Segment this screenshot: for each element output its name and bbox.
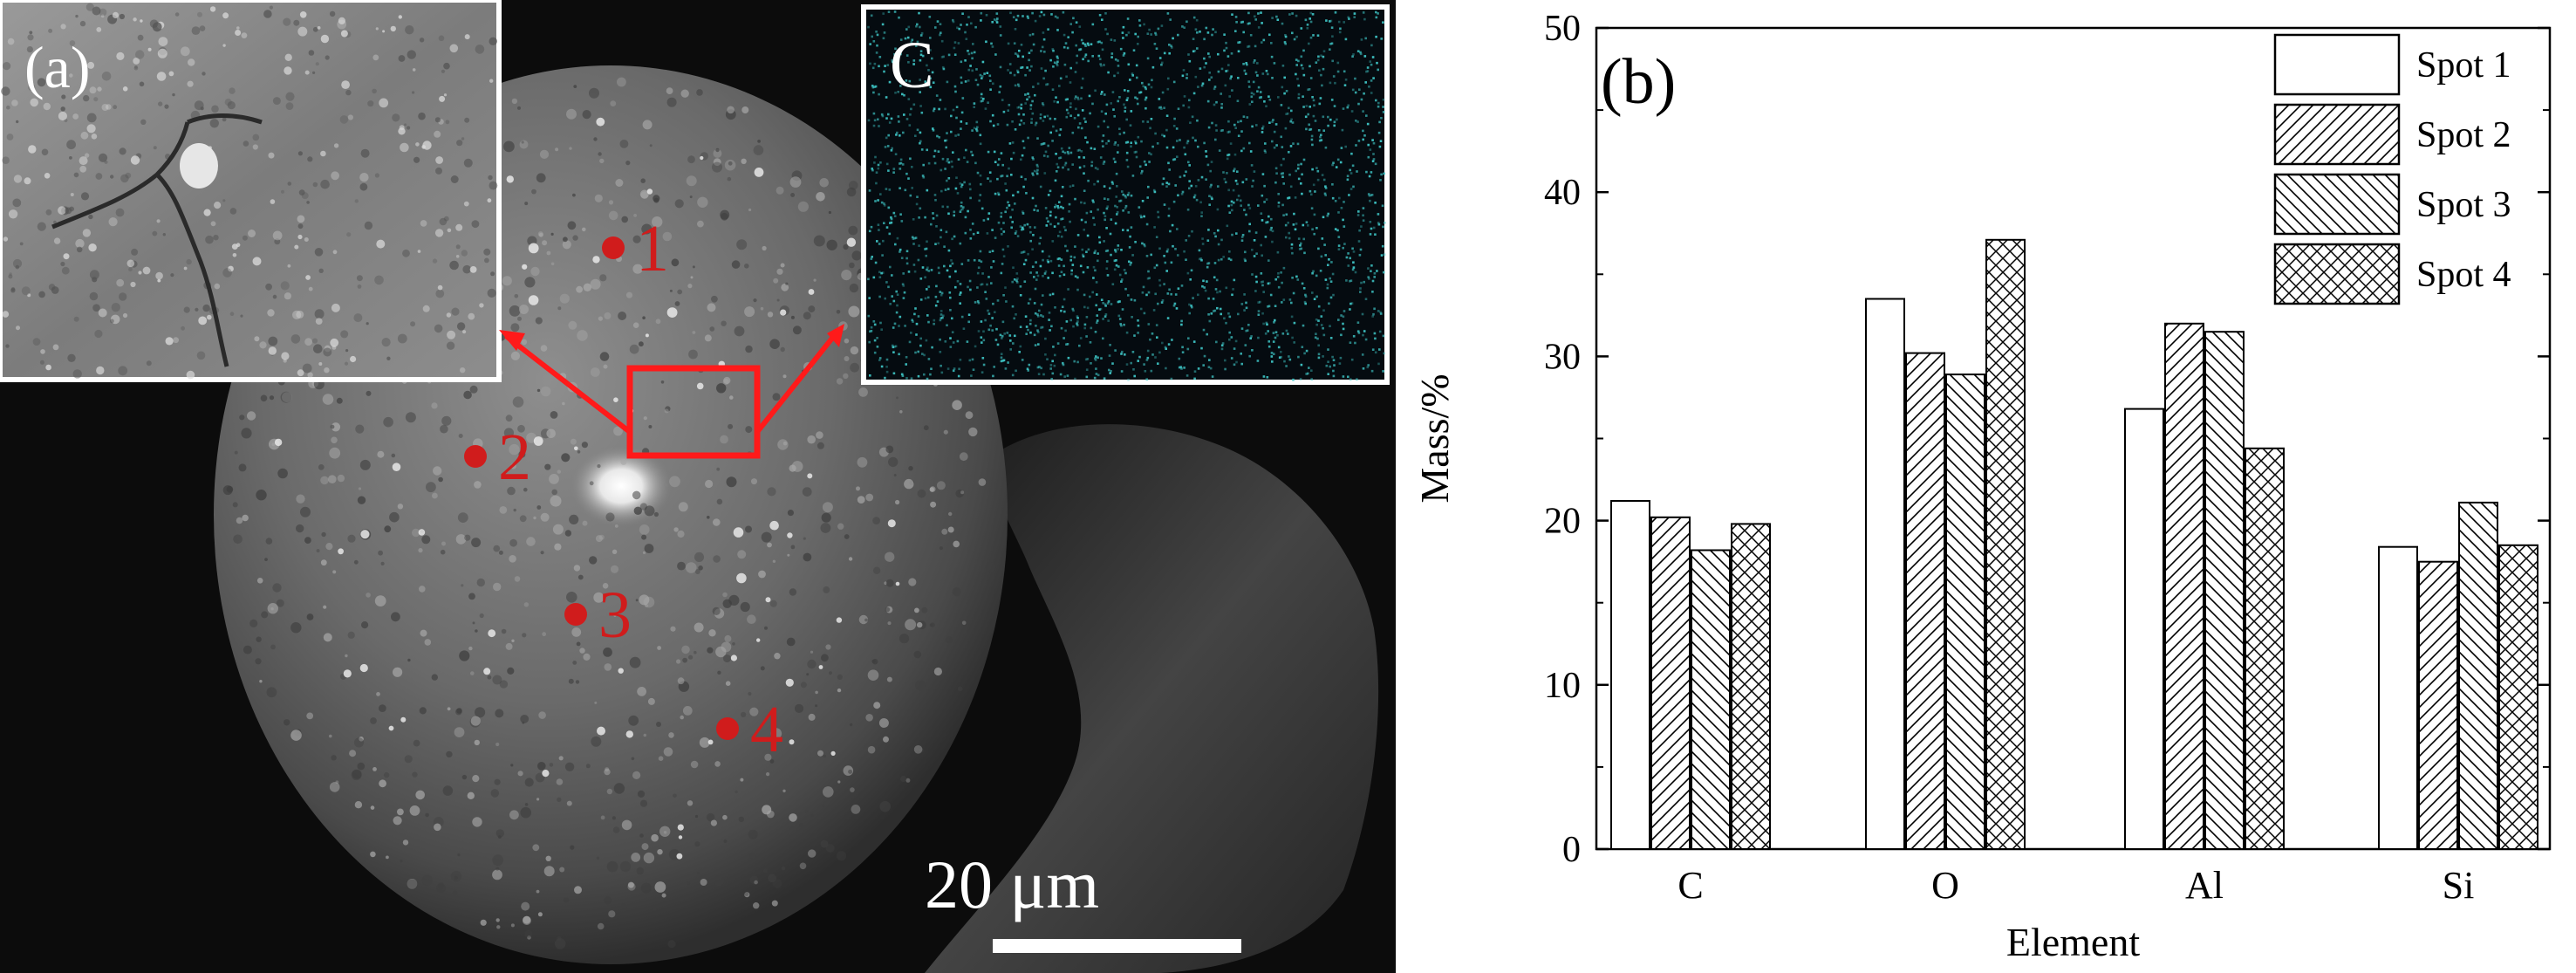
spot-label-3: 3 [598, 579, 632, 652]
bar-Si-spot-4 [2498, 544, 2538, 850]
bar-C-spot-2 [1650, 516, 1691, 850]
legend-swatch-spot-4 [2273, 243, 2401, 305]
y-tick-label-0: 0 [1562, 830, 1581, 870]
y-tick-label-40: 40 [1544, 173, 1581, 213]
map-label: C [890, 29, 934, 102]
panel-b-label: (b) [1601, 46, 1676, 118]
spot-markers: 1 2 3 4 [464, 212, 783, 766]
background-flake [925, 424, 1379, 973]
legend-swatch-spot-1 [2273, 33, 2401, 96]
spot-label-1: 1 [636, 212, 669, 285]
spot-marker-1 [602, 236, 625, 259]
callout-arrow-right [755, 330, 840, 434]
spot-label-2: 2 [498, 421, 531, 494]
carbon-map-inset: C [861, 4, 1390, 385]
sem-panel: (a) C 1 2 3 4 20 μm [0, 0, 1396, 973]
y-tick-label-30: 30 [1544, 337, 1581, 377]
scale-bar [993, 939, 1241, 953]
x-tick-label-Si: Si [2443, 864, 2475, 907]
legend-label-spot-3: Spot 3 [2416, 185, 2511, 225]
bar-C-spot-1 [1610, 500, 1650, 850]
y-tick-label-50: 50 [1544, 9, 1581, 49]
y-axis-label: Mass/% [1412, 373, 1457, 503]
spot-marker-3 [564, 603, 587, 626]
bar-C-spot-3 [1691, 549, 1731, 850]
legend-label-spot-4: Spot 4 [2416, 255, 2511, 295]
panel-a-label: (a) [24, 34, 90, 100]
bar-O-spot-1 [1865, 298, 1905, 850]
crack-line [51, 113, 263, 367]
bar-Si-spot-3 [2458, 501, 2498, 851]
bar-Al-spot-2 [2164, 322, 2204, 850]
legend-label-spot-2: Spot 2 [2416, 115, 2511, 155]
x-tick-label-C: C [1677, 864, 1703, 907]
bar-O-spot-3 [1945, 373, 1985, 851]
y-tick-label-10: 10 [1544, 666, 1581, 706]
x-tick-label-O: O [1931, 864, 1959, 907]
bar-O-spot-2 [1905, 352, 1945, 851]
bar-C-spot-4 [1731, 523, 1771, 851]
x-tick-label-Al: Al [2185, 864, 2224, 907]
scale-bar-label: 20 μm [925, 846, 1099, 922]
bar-O-spot-4 [1985, 238, 2026, 850]
legend-swatch-spot-3 [2273, 173, 2401, 236]
y-tick-label-20: 20 [1544, 502, 1581, 542]
bar-Al-spot-3 [2204, 331, 2245, 850]
legend-swatch-spot-2 [2273, 103, 2401, 166]
bar-Si-spot-1 [2378, 545, 2418, 850]
arrow-head-right [827, 324, 844, 347]
spot-marker-2 [464, 445, 487, 468]
callout-arrow-left [504, 333, 632, 435]
x-axis-label: Element [2006, 920, 2140, 964]
callout-box [626, 365, 761, 459]
bar-Si-spot-2 [2418, 560, 2458, 850]
legend-label-spot-1: Spot 1 [2416, 45, 2511, 86]
magnified-inset: (a) [0, 0, 502, 382]
arrow-head-left [499, 330, 525, 351]
spot-label-4: 4 [750, 693, 783, 766]
spot-marker-4 [716, 717, 739, 740]
bar-Al-spot-4 [2245, 447, 2285, 850]
mass-bar-chart: (b) 0 10 20 30 40 50 C O Al Si Element Mass/% Spot 1… [1412, 9, 2552, 964]
bar-Al-spot-1 [2124, 408, 2164, 850]
